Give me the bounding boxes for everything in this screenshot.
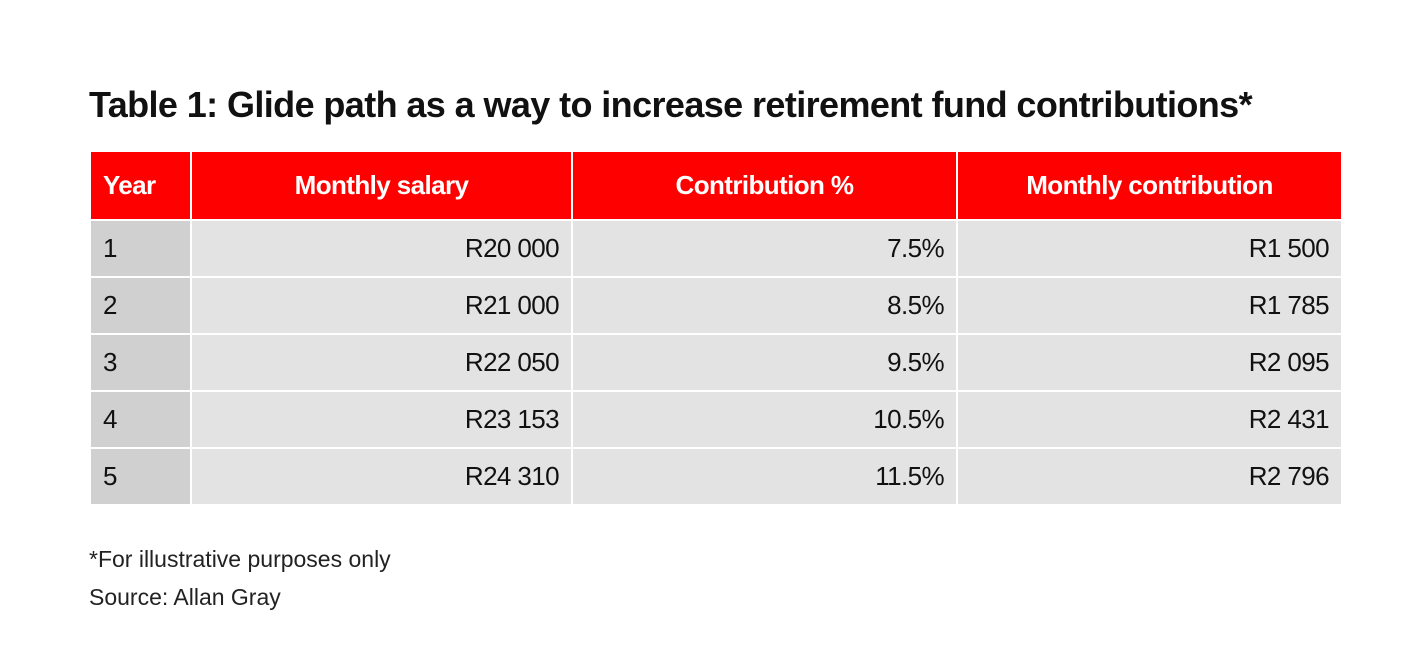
cell-year: 3 (89, 333, 192, 392)
header-year: Year (89, 150, 192, 221)
cell-monthly-salary: R21 000 (190, 276, 573, 335)
cell-monthly-contribution: R2 796 (956, 447, 1343, 506)
cell-year: 4 (89, 390, 192, 449)
table-row: 5 R24 310 11.5% R2 796 (89, 447, 1343, 506)
cell-year: 2 (89, 276, 192, 335)
footnote: *For illustrative purposes only (89, 546, 391, 572)
cell-year: 1 (89, 219, 192, 278)
table-row: 1 R20 000 7.5% R1 500 (89, 219, 1343, 278)
cell-contribution-percent: 8.5% (571, 276, 958, 335)
cell-contribution-percent: 7.5% (571, 219, 958, 278)
header-monthly-contribution: Monthly contribution (956, 150, 1343, 221)
cell-monthly-salary: R24 310 (190, 447, 573, 506)
glide-path-table: Year Monthly salary Contribution % Month… (89, 150, 1343, 506)
cell-monthly-contribution: R1 500 (956, 219, 1343, 278)
table-row: 2 R21 000 8.5% R1 785 (89, 276, 1343, 335)
source-note: Source: Allan Gray (89, 584, 281, 610)
table-row: 4 R23 153 10.5% R2 431 (89, 390, 1343, 449)
header-contribution-percent: Contribution % (571, 150, 958, 221)
cell-monthly-salary: R23 153 (190, 390, 573, 449)
header-row: Year Monthly salary Contribution % Month… (89, 150, 1343, 221)
cell-contribution-percent: 11.5% (571, 447, 958, 506)
table-row: 3 R22 050 9.5% R2 095 (89, 333, 1343, 392)
cell-monthly-salary: R22 050 (190, 333, 573, 392)
cell-monthly-salary: R20 000 (190, 219, 573, 278)
table-title: Table 1: Glide path as a way to increase… (89, 84, 1253, 125)
cell-year: 5 (89, 447, 192, 506)
cell-monthly-contribution: R2 431 (956, 390, 1343, 449)
cell-contribution-percent: 10.5% (571, 390, 958, 449)
cell-monthly-contribution: R2 095 (956, 333, 1343, 392)
header-monthly-salary: Monthly salary (190, 150, 573, 221)
cell-contribution-percent: 9.5% (571, 333, 958, 392)
cell-monthly-contribution: R1 785 (956, 276, 1343, 335)
